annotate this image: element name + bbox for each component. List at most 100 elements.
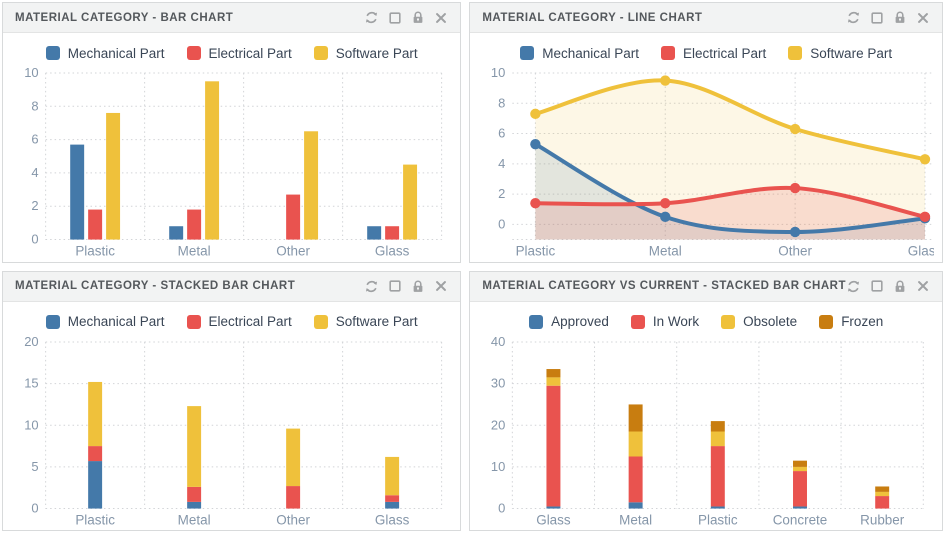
chart-legend: Mechanical Part Electrical Part Software P…: [478, 41, 934, 65]
maximize-icon[interactable]: [869, 279, 884, 294]
chart-legend: Mechanical Part Electrical Part Software P…: [11, 310, 452, 334]
bar-segment: [187, 405, 202, 487]
legend-item[interactable]: Software Part: [313, 46, 418, 61]
chart-canvas[interactable]: 0 2 4 6 8 10 Plastic Metal Other Glass: [478, 65, 934, 260]
legend-item[interactable]: Mechanical Part: [45, 46, 165, 61]
lock-icon[interactable]: [892, 279, 907, 294]
legend-item[interactable]: Obsolete: [721, 314, 797, 329]
legend-item[interactable]: Electrical Part: [661, 46, 766, 61]
bar-segment: [793, 460, 808, 467]
svg-text:15: 15: [24, 375, 38, 390]
axis-labels: 0 2 4 6 8 10 Plastic Metal Other Glass: [24, 65, 409, 259]
bar-segment: [628, 431, 643, 456]
svg-text:10: 10: [24, 417, 38, 432]
legend-item[interactable]: Mechanical Part: [520, 46, 639, 61]
panel-header: MATERIAL CATEGORY - BAR CHART: [3, 3, 461, 33]
data-point: [530, 198, 541, 209]
lock-icon[interactable]: [410, 10, 425, 25]
close-icon[interactable]: [915, 279, 930, 294]
bar-segment: [628, 403, 643, 432]
bar-segment: [286, 428, 301, 486]
bar-segment: [546, 385, 561, 506]
bar-segment: [875, 485, 890, 492]
bar: [169, 226, 184, 240]
bar-segment: [385, 456, 400, 495]
bar-segment: [187, 486, 202, 502]
refresh-icon[interactable]: [364, 10, 379, 25]
bar-segment: [793, 470, 808, 506]
bar-segment: [711, 431, 726, 446]
bar-series: [106, 81, 418, 240]
bar: [205, 81, 220, 240]
bar: [70, 144, 85, 240]
svg-text:0: 0: [498, 216, 505, 231]
svg-text:8: 8: [498, 95, 505, 110]
close-icon[interactable]: [433, 279, 448, 294]
svg-text:Plastic: Plastic: [75, 512, 115, 527]
legend-item[interactable]: Electrical Part: [186, 314, 292, 329]
maximize-icon[interactable]: [869, 10, 884, 25]
bar-segment: [385, 494, 400, 502]
legend-item[interactable]: Software Part: [788, 46, 892, 61]
bar-segment: [88, 460, 103, 509]
refresh-icon[interactable]: [846, 10, 861, 25]
refresh-icon[interactable]: [364, 279, 379, 294]
close-icon[interactable]: [433, 10, 448, 25]
legend-item[interactable]: Software Part: [313, 314, 418, 329]
bar: [367, 226, 382, 240]
bar: [403, 164, 418, 240]
svg-text:40: 40: [491, 334, 505, 349]
legend-swatch: [520, 46, 535, 60]
legend-item[interactable]: Electrical Part: [186, 46, 292, 61]
chart-canvas[interactable]: 0 5 10 15 20 Plastic Metal Other Glass: [11, 334, 452, 529]
legend-swatch: [529, 314, 544, 329]
data-point: [660, 75, 671, 86]
bar: [385, 226, 400, 240]
data-point: [660, 211, 671, 223]
panel-controls: [364, 279, 448, 294]
legend-item[interactable]: Frozen: [819, 314, 883, 329]
stacked-bar-series: [546, 385, 890, 509]
chart-canvas[interactable]: 0 10 20 30 40 Glass Metal Plastic Concrete Rubber: [478, 334, 934, 529]
legend-swatch: [788, 46, 803, 60]
legend-label: Electrical Part: [683, 45, 767, 61]
panel-controls: [846, 279, 930, 294]
bar-series: [70, 144, 382, 240]
data-point: [660, 198, 671, 209]
chart-area: 0 2 4 6 8 10 Plastic Metal Other Glass: [478, 65, 934, 260]
lock-icon[interactable]: [410, 279, 425, 294]
svg-text:Plastic: Plastic: [75, 244, 115, 259]
stacked-bar-series: [88, 445, 400, 509]
bar-segment: [628, 455, 643, 502]
svg-text:Other: Other: [276, 512, 310, 527]
svg-text:2: 2: [498, 186, 505, 201]
legend-item[interactable]: In Work: [630, 314, 699, 329]
legend-label: Frozen: [841, 314, 884, 329]
svg-text:0: 0: [31, 232, 38, 247]
panel-stacked-bar-chart: MATERIAL CATEGORY - STACKED BAR CHART Me…: [2, 270, 462, 531]
svg-text:20: 20: [24, 334, 38, 349]
close-icon[interactable]: [915, 10, 930, 25]
svg-text:Other: Other: [276, 244, 310, 259]
refresh-icon[interactable]: [846, 279, 861, 294]
line-series: [533, 185, 928, 219]
svg-text:10: 10: [491, 458, 505, 473]
line-series: [533, 78, 928, 162]
legend-label: Software Part: [335, 314, 418, 329]
area-fill: [535, 80, 926, 240]
data-point: [920, 154, 931, 165]
chart-canvas[interactable]: 0 2 4 6 8 10 Plastic Metal Other Glass: [11, 65, 452, 260]
panel-line-chart: MATERIAL CATEGORY - LINE CHART Mechanica…: [469, 2, 943, 263]
panel-controls: [364, 10, 448, 25]
maximize-icon[interactable]: [387, 10, 402, 25]
svg-text:Other: Other: [779, 244, 813, 259]
panel-controls: [846, 10, 930, 25]
lock-icon[interactable]: [892, 10, 907, 25]
data-point: [530, 108, 541, 120]
legend-item[interactable]: Approved: [529, 314, 609, 329]
svg-text:Metal: Metal: [178, 244, 211, 259]
maximize-icon[interactable]: [387, 279, 402, 294]
gridlines: [45, 72, 443, 241]
bar-segment: [546, 368, 561, 377]
legend-item[interactable]: Mechanical Part: [45, 314, 165, 329]
